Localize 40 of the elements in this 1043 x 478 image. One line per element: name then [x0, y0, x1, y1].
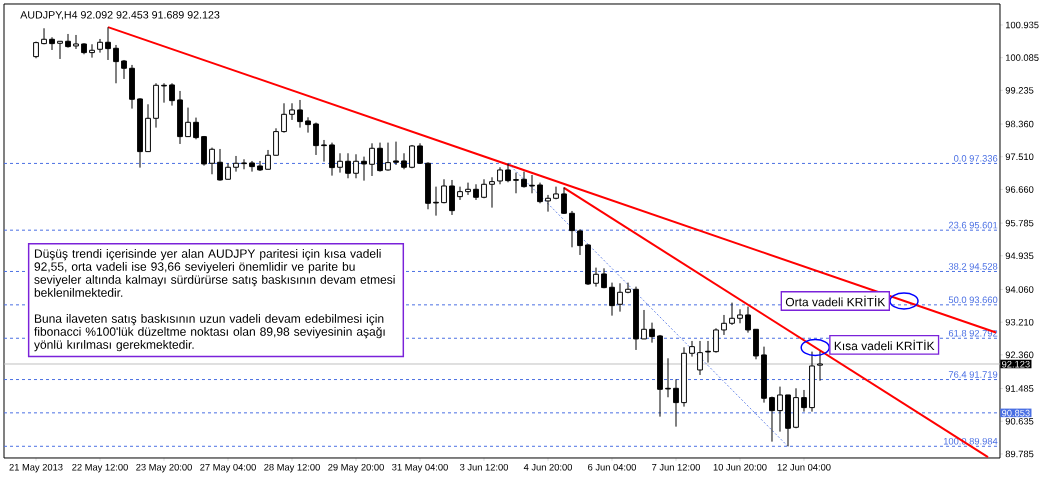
y-tick-label: 96.660: [1005, 186, 1034, 193]
x-tick-label: 21 May 2013: [9, 463, 63, 473]
annotation: Buna ilaveten satış baskısının uzun vadeli devam edebilmesi için fibonacci %100'lük düzeltme noktası olan 89,98 seviyesinin aşağı yönlü kırılması gerekmektedir.: [34, 314, 385, 352]
annotation: Kısa vadeli KRİTİK: [834, 339, 935, 351]
x-tick-label: 12 Jun 04:00: [777, 463, 831, 471]
x-tick-label: 23 May 20:00: [136, 463, 192, 473]
y-tick-label: 97.510: [1005, 153, 1034, 161]
y-tick-label: 93.210: [1005, 318, 1034, 326]
ref-line-label: 61.8 92.792: [948, 329, 998, 337]
ref-line-label: 92.123: [1002, 360, 1030, 368]
x-tick-label: 27 May 04:00: [200, 463, 256, 473]
y-tick-label: 89.785: [1005, 450, 1034, 458]
y-tick-label: 90.635: [1005, 417, 1034, 425]
y-tick-label: 91.485: [1005, 385, 1034, 392]
x-tick-label: 3 Jun 12:00: [459, 463, 509, 471]
annotation: Düşüş trendi içerisinde yer alan AUDJPY paritesi için kısa vadeli 92,55, orta vadeli ise 93,66 seviyeleri önemlidir ve parite bu seviyeler altında kalmayı sürdürürse satış baskısının devam etmesi beklenilmektedir.: [34, 249, 395, 297]
ref-line-label: 23.6 95.601: [948, 221, 998, 229]
x-tick-label: 7 Jun 12:00: [652, 463, 701, 471]
ref-line-label: 90.853: [1002, 409, 1030, 417]
y-tick-label: 100.085: [1005, 54, 1039, 61]
ref-line-label: 0.0 97.336: [953, 155, 998, 162]
ref-line-label: 76.4 91.719: [948, 371, 998, 378]
x-tick-label: 6 Jun 04:00: [588, 463, 637, 471]
y-tick-label: 92.360: [1005, 351, 1034, 359]
y-tick-label: 99.235: [1005, 87, 1034, 94]
x-tick-label: 4 Jun 20:00: [523, 463, 573, 471]
y-tick-label: 94.935: [1005, 252, 1034, 260]
ref-line-label: 50.0 93.660: [948, 296, 998, 304]
y-tick-label: 100.935: [1005, 21, 1039, 29]
x-tick-label: 29 May 20:00: [328, 463, 384, 473]
x-tick-label: 22 May 12:00: [72, 463, 128, 473]
annotation: Orta vadeli KRİTİK: [785, 295, 886, 307]
x-tick-label: 28 May 12:00: [264, 463, 320, 473]
y-tick-label: 95.785: [1005, 219, 1034, 227]
x-tick-label: 31 May 04:00: [392, 463, 448, 473]
y-tick-label: 98.360: [1005, 120, 1034, 128]
x-tick-label: 10 Jun 20:00: [713, 463, 767, 471]
text: AUDJPY,H4 92.092 92.453 91.689 92.123: [20, 11, 220, 20]
ref-line-label: 38.2 94.528: [948, 263, 998, 270]
y-tick-label: 94.060: [1005, 286, 1034, 293]
